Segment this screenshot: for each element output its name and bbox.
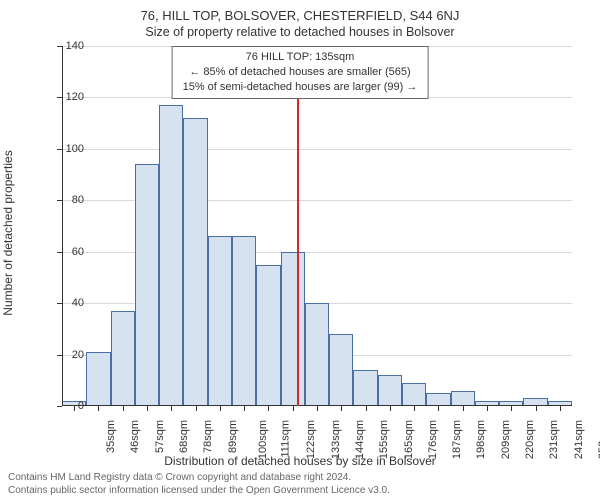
x-tick-label: 144sqm [354,420,366,459]
x-tick-label: 231sqm [548,420,560,459]
y-tick-label: 0 [44,400,84,412]
marker-line [297,46,299,406]
x-tick-label: 122sqm [306,420,318,459]
x-tick-label: 78sqm [202,420,214,453]
x-tick-label: 209sqm [500,420,512,459]
histogram-bar [378,375,402,406]
x-tick-label: 133sqm [330,420,342,459]
x-tick-label: 57sqm [154,420,166,453]
x-tick-mark [171,406,172,411]
x-tick-mark [268,406,269,411]
histogram-chart [62,46,572,406]
attribution: Contains HM Land Registry data © Crown c… [8,472,390,497]
histogram-bar [329,334,353,406]
x-tick-label: 100sqm [257,420,269,459]
page-title: 76, HILL TOP, BOLSOVER, CHESTERFIELD, S4… [0,0,600,23]
x-tick-mark [438,406,439,411]
x-tick-mark [366,406,367,411]
y-tick-label: 100 [44,143,84,155]
y-tick-label: 120 [44,91,84,103]
histogram-bar [86,352,110,406]
x-tick-label: 155sqm [378,420,390,459]
y-tick-label: 140 [44,40,84,52]
y-tick-label: 20 [44,349,84,361]
x-tick-mark [123,406,124,411]
histogram-bar [281,252,305,406]
x-tick-mark [293,406,294,411]
attribution-line-1: Contains HM Land Registry data © Crown c… [8,472,390,485]
histogram-bar [305,303,329,406]
x-tick-mark [341,406,342,411]
histogram-bar [111,311,135,406]
histogram-bar [135,164,159,406]
annotation-line-3: 15% of semi-detached houses are larger (… [183,80,418,95]
annotation-box: 76 HILL TOP: 135sqm ← 85% of detached ho… [172,46,429,99]
x-tick-label: 165sqm [403,420,415,459]
y-tick-label: 60 [44,246,84,258]
x-tick-label: 68sqm [178,420,190,453]
x-tick-mark [390,406,391,411]
x-tick-mark [511,406,512,411]
x-tick-label: 220sqm [524,420,536,459]
x-tick-label: 89sqm [227,420,239,453]
x-tick-mark [220,406,221,411]
x-tick-mark [536,406,537,411]
x-tick-mark [147,406,148,411]
annotation-line-1: 76 HILL TOP: 135sqm [183,50,418,65]
plot-area [62,46,572,406]
y-tick-label: 80 [44,194,84,206]
x-tick-label: 187sqm [451,420,463,459]
gridline [62,149,572,150]
annotation-line-2: ← 85% of detached houses are smaller (56… [183,65,418,80]
x-tick-mark [560,406,561,411]
x-tick-mark [463,406,464,411]
x-tick-mark [487,406,488,411]
histogram-bar [451,391,475,406]
histogram-bar [256,265,280,406]
page-subtitle: Size of property relative to detached ho… [0,23,600,39]
histogram-bar [159,105,183,406]
x-tick-mark [244,406,245,411]
histogram-bar [208,236,232,406]
x-tick-mark [414,406,415,411]
histogram-bar [232,236,256,406]
x-tick-mark [98,406,99,411]
x-tick-mark [196,406,197,411]
y-axis-label: Number of detached properties [1,150,15,315]
histogram-bar [353,370,377,406]
attribution-line-2: Contains public sector information licen… [8,485,390,498]
x-tick-mark [317,406,318,411]
x-tick-label: 241sqm [573,420,585,459]
x-tick-label: 111sqm [280,420,292,458]
x-tick-label: 46sqm [129,420,141,453]
histogram-bar [183,118,207,406]
x-tick-label: 198sqm [476,420,488,459]
x-tick-label: 35sqm [105,420,117,453]
histogram-bar [402,383,426,406]
x-tick-label: 176sqm [427,420,439,459]
y-tick-label: 40 [44,297,84,309]
